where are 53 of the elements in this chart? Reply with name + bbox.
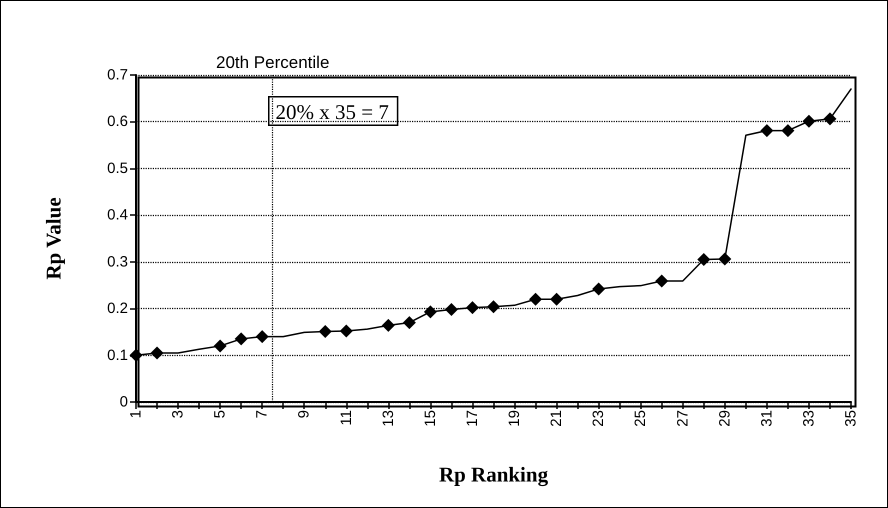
y-tick-label: 0.7 (107, 66, 128, 84)
x-tick-label: 3 (170, 410, 187, 418)
x-tick-label: 1 (128, 410, 144, 418)
y-tick-label: 0.6 (107, 113, 128, 130)
y-tick-label: 0.3 (107, 253, 128, 270)
x-tick-label: 15 (422, 410, 439, 427)
point (256, 330, 269, 344)
point (340, 324, 353, 338)
y-tick-label: 0.4 (107, 206, 128, 224)
x-tick-label: 21 (548, 410, 566, 427)
point (234, 332, 248, 346)
point (655, 274, 668, 288)
point (424, 305, 437, 318)
point (592, 282, 606, 296)
x-tick-label: 17 (464, 410, 481, 427)
x-tick-label: 7 (254, 410, 271, 418)
x-tick-label: 29 (716, 410, 734, 427)
point (781, 124, 794, 138)
x-axis-title: Rp Ranking (438, 462, 549, 486)
x-tick-label: 11 (338, 410, 355, 426)
x-tick-label: 35 (842, 410, 860, 427)
y-tick-label: 0.1 (107, 346, 128, 364)
point (487, 300, 500, 314)
point (402, 316, 416, 330)
annotation: 20% x 35 = 7 (276, 100, 389, 124)
point (760, 124, 774, 138)
y-tick-label: 0.2 (107, 300, 128, 318)
x-tick-label: 9 (296, 410, 313, 418)
x-tick-label: 25 (632, 410, 650, 427)
x-tick-label: 13 (380, 410, 397, 427)
point (382, 318, 395, 332)
point (444, 303, 458, 316)
point (318, 324, 332, 338)
point (823, 112, 836, 126)
point (550, 292, 564, 306)
point (466, 301, 479, 314)
y-axis-title: Rp Value (42, 197, 66, 280)
y-tick-label: 0 (120, 394, 128, 410)
x-tick-label: 23 (590, 410, 608, 427)
point (529, 292, 542, 306)
point (130, 348, 142, 362)
x-tick-label: 19 (506, 410, 524, 427)
x-tick-label: 31 (758, 410, 776, 427)
point (214, 339, 227, 352)
x-tick-label: 5 (212, 410, 229, 418)
point (150, 346, 164, 360)
ref-line-label: 20th Percentile (216, 53, 330, 72)
x-tick-label: 33 (800, 410, 818, 427)
y-tick-label: 0.5 (107, 160, 128, 177)
point (697, 253, 710, 266)
x-tick-label: 27 (674, 410, 692, 427)
point (802, 114, 816, 128)
point (718, 252, 732, 266)
